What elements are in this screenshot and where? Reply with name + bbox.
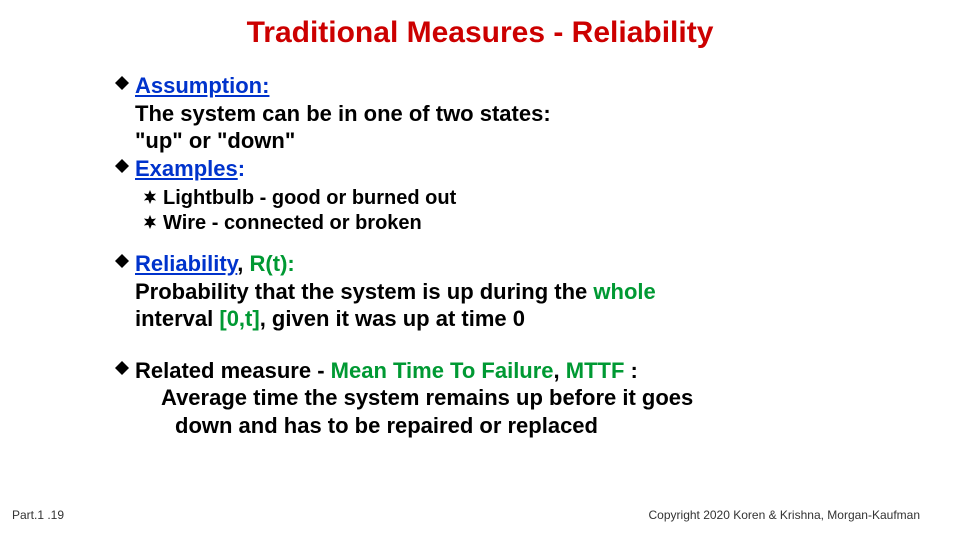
diamond-icon — [115, 254, 129, 268]
footer-page-number: Part.1 .19 — [12, 508, 64, 522]
reliability-interval: [0,t] — [219, 306, 259, 331]
assumption-label: Assumption: — [135, 73, 269, 98]
sub-lightbulb-text: Lightbulb - good or burned out — [163, 186, 456, 211]
slide-content: Assumption: The system can be in one of … — [115, 72, 900, 439]
assumption-line1: The system can be in one of two states: — [135, 101, 551, 126]
bullet-examples: Examples: — [115, 155, 900, 183]
bullet-assumption: Assumption: The system can be in one of … — [115, 72, 900, 155]
reliability-line1: Probability that the system is up during… — [135, 279, 593, 304]
bullet-reliability: Reliability, R(t): Probability that the … — [115, 250, 900, 333]
related-comma: , — [554, 358, 566, 383]
reliability-comma: , — [237, 251, 249, 276]
diamond-icon — [115, 159, 129, 173]
reliability-label: Reliability — [135, 251, 237, 276]
related-post: : — [624, 358, 637, 383]
examples-label: Examples — [135, 156, 238, 181]
reliability-rt: R(t): — [250, 251, 295, 276]
sub-bullet-lightbulb: Lightbulb - good or burned out — [143, 186, 900, 211]
diamond-icon — [115, 361, 129, 375]
assumption-text: Assumption: The system can be in one of … — [135, 72, 551, 155]
related-line1: Average time the system remains up befor… — [161, 384, 693, 412]
reliability-line2b: , given it was up at time 0 — [260, 306, 525, 331]
related-line2: down and has to be repaired or replaced — [175, 412, 598, 440]
related-mttf-long: Mean Time To Failure — [331, 358, 554, 383]
star-icon — [143, 190, 157, 204]
related-text: Related measure - Mean Time To Failure, … — [135, 357, 693, 440]
slide: Traditional Measures - Reliability Assum… — [0, 0, 960, 540]
slide-title: Traditional Measures - Reliability — [0, 16, 960, 50]
star-icon — [143, 215, 157, 229]
footer-copyright: Copyright 2020 Koren & Krishna, Morgan-K… — [649, 508, 920, 522]
sub-wire-text: Wire - connected or broken — [163, 211, 422, 236]
reliability-whole: whole — [593, 279, 655, 304]
diamond-icon — [115, 76, 129, 90]
examples-colon: : — [238, 156, 245, 181]
reliability-line2a: interval — [135, 306, 219, 331]
related-mttf-short: MTTF — [566, 358, 625, 383]
sub-bullet-wire: Wire - connected or broken — [143, 211, 900, 236]
examples-text: Examples: — [135, 155, 245, 183]
related-pre: Related measure - — [135, 358, 331, 383]
bullet-related: Related measure - Mean Time To Failure, … — [115, 357, 900, 440]
reliability-text: Reliability, R(t): Probability that the … — [135, 250, 656, 333]
assumption-line2b: "down" — [217, 128, 295, 153]
assumption-line2a: "up" or — [135, 128, 217, 153]
